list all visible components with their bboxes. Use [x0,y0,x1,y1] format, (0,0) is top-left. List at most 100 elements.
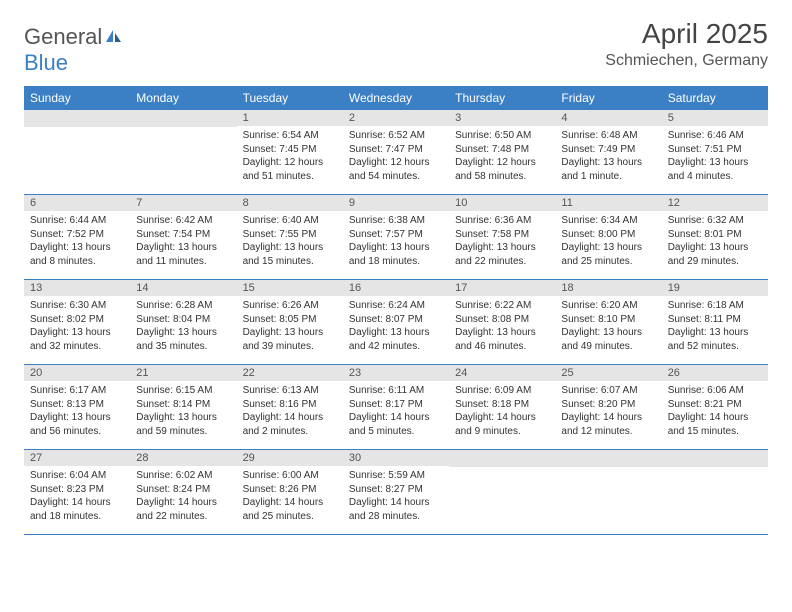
sunrise-line: Sunrise: 6:48 AM [561,129,655,143]
logo-part1: General [24,24,102,49]
day-details: Sunrise: 6:02 AMSunset: 8:24 PMDaylight:… [130,466,236,527]
day-number: 24 [449,365,555,381]
day-cell: 4Sunrise: 6:48 AMSunset: 7:49 PMDaylight… [555,110,661,195]
empty-day-header [24,110,130,127]
sunset-line: Sunset: 8:08 PM [455,313,549,327]
day-cell: 22Sunrise: 6:13 AMSunset: 8:16 PMDayligh… [237,365,343,450]
sunrise-line: Sunrise: 6:44 AM [30,214,124,228]
day-number: 29 [237,450,343,466]
sunset-line: Sunset: 8:07 PM [349,313,443,327]
week-row: 27Sunrise: 6:04 AMSunset: 8:23 PMDayligh… [24,450,768,535]
sunset-line: Sunset: 8:24 PM [136,483,230,497]
day-number: 25 [555,365,661,381]
day-details: Sunrise: 6:06 AMSunset: 8:21 PMDaylight:… [662,381,768,442]
sunrise-line: Sunrise: 6:28 AM [136,299,230,313]
empty-day-header [130,110,236,127]
sunrise-line: Sunrise: 6:24 AM [349,299,443,313]
day-number: 12 [662,195,768,211]
sunrise-line: Sunrise: 6:52 AM [349,129,443,143]
daylight-line: Daylight: 13 hours and 8 minutes. [30,241,124,268]
day-cell: 14Sunrise: 6:28 AMSunset: 8:04 PMDayligh… [130,280,236,365]
day-details: Sunrise: 6:07 AMSunset: 8:20 PMDaylight:… [555,381,661,442]
daylight-line: Daylight: 13 hours and 42 minutes. [349,326,443,353]
day-number: 14 [130,280,236,296]
day-cell: 18Sunrise: 6:20 AMSunset: 8:10 PMDayligh… [555,280,661,365]
col-sunday: Sunday [24,86,130,110]
day-details: Sunrise: 6:24 AMSunset: 8:07 PMDaylight:… [343,296,449,357]
day-cell: 20Sunrise: 6:17 AMSunset: 8:13 PMDayligh… [24,365,130,450]
col-tuesday: Tuesday [237,86,343,110]
day-cell: 7Sunrise: 6:42 AMSunset: 7:54 PMDaylight… [130,195,236,280]
sunrise-line: Sunrise: 6:46 AM [668,129,762,143]
col-monday: Monday [130,86,236,110]
sunset-line: Sunset: 7:47 PM [349,143,443,157]
sunrise-line: Sunrise: 6:32 AM [668,214,762,228]
calendar-page: GeneralBlue April 2025 Schmiechen, Germa… [0,0,792,535]
daylight-line: Daylight: 14 hours and 5 minutes. [349,411,443,438]
day-cell: 21Sunrise: 6:15 AMSunset: 8:14 PMDayligh… [130,365,236,450]
daylight-line: Daylight: 12 hours and 58 minutes. [455,156,549,183]
day-cell: 12Sunrise: 6:32 AMSunset: 8:01 PMDayligh… [662,195,768,280]
daylight-line: Daylight: 13 hours and 59 minutes. [136,411,230,438]
day-number: 5 [662,110,768,126]
sunrise-line: Sunrise: 6:11 AM [349,384,443,398]
day-cell: 5Sunrise: 6:46 AMSunset: 7:51 PMDaylight… [662,110,768,195]
day-number: 18 [555,280,661,296]
sunset-line: Sunset: 8:13 PM [30,398,124,412]
sunrise-line: Sunrise: 6:42 AM [136,214,230,228]
day-number: 23 [343,365,449,381]
day-details: Sunrise: 6:04 AMSunset: 8:23 PMDaylight:… [24,466,130,527]
day-number: 26 [662,365,768,381]
sunrise-line: Sunrise: 6:50 AM [455,129,549,143]
day-number: 1 [237,110,343,126]
sunset-line: Sunset: 7:55 PM [243,228,337,242]
day-cell: 8Sunrise: 6:40 AMSunset: 7:55 PMDaylight… [237,195,343,280]
sunset-line: Sunset: 7:58 PM [455,228,549,242]
sunset-line: Sunset: 7:49 PM [561,143,655,157]
sunrise-line: Sunrise: 6:30 AM [30,299,124,313]
day-cell: 24Sunrise: 6:09 AMSunset: 8:18 PMDayligh… [449,365,555,450]
sunset-line: Sunset: 7:57 PM [349,228,443,242]
day-number: 6 [24,195,130,211]
day-details: Sunrise: 6:30 AMSunset: 8:02 PMDaylight:… [24,296,130,357]
day-details: Sunrise: 6:32 AMSunset: 8:01 PMDaylight:… [662,211,768,272]
sunset-line: Sunset: 8:11 PM [668,313,762,327]
day-details: Sunrise: 6:17 AMSunset: 8:13 PMDaylight:… [24,381,130,442]
sunrise-line: Sunrise: 6:18 AM [668,299,762,313]
day-header-row: Sunday Monday Tuesday Wednesday Thursday… [24,86,768,110]
sunrise-line: Sunrise: 6:26 AM [243,299,337,313]
day-cell: 1Sunrise: 6:54 AMSunset: 7:45 PMDaylight… [237,110,343,195]
sunrise-line: Sunrise: 6:54 AM [243,129,337,143]
day-number: 10 [449,195,555,211]
day-number: 30 [343,450,449,466]
title-block: April 2025 Schmiechen, Germany [605,18,768,70]
daylight-line: Daylight: 13 hours and 22 minutes. [455,241,549,268]
sunset-line: Sunset: 8:14 PM [136,398,230,412]
day-details: Sunrise: 6:09 AMSunset: 8:18 PMDaylight:… [449,381,555,442]
day-number: 28 [130,450,236,466]
day-details: Sunrise: 6:54 AMSunset: 7:45 PMDaylight:… [237,126,343,187]
sunset-line: Sunset: 7:54 PM [136,228,230,242]
sunset-line: Sunset: 8:00 PM [561,228,655,242]
location-label: Schmiechen, Germany [605,52,768,70]
sunrise-line: Sunrise: 6:13 AM [243,384,337,398]
sunset-line: Sunset: 8:10 PM [561,313,655,327]
sunrise-line: Sunrise: 6:17 AM [30,384,124,398]
sunset-line: Sunset: 8:18 PM [455,398,549,412]
daylight-line: Daylight: 13 hours and 18 minutes. [349,241,443,268]
sunset-line: Sunset: 8:26 PM [243,483,337,497]
day-number: 20 [24,365,130,381]
day-number: 19 [662,280,768,296]
daylight-line: Daylight: 14 hours and 12 minutes. [561,411,655,438]
empty-day-header [662,450,768,467]
day-number: 8 [237,195,343,211]
day-cell: 30Sunrise: 5:59 AMSunset: 8:27 PMDayligh… [343,450,449,535]
day-number: 22 [237,365,343,381]
day-cell: 16Sunrise: 6:24 AMSunset: 8:07 PMDayligh… [343,280,449,365]
sunset-line: Sunset: 8:27 PM [349,483,443,497]
day-number: 27 [24,450,130,466]
day-details: Sunrise: 6:11 AMSunset: 8:17 PMDaylight:… [343,381,449,442]
day-details: Sunrise: 6:22 AMSunset: 8:08 PMDaylight:… [449,296,555,357]
sunset-line: Sunset: 7:52 PM [30,228,124,242]
daylight-line: Daylight: 13 hours and 52 minutes. [668,326,762,353]
